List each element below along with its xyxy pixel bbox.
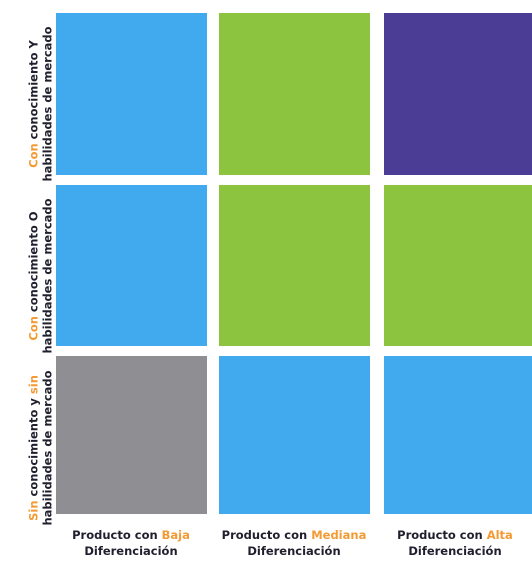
row-label-highlight: Con	[26, 316, 41, 341]
matrix-cell-r2-c3	[384, 185, 532, 346]
column-label-3: Producto con Alta Diferenciación	[370, 527, 532, 559]
row-label-highlight: Sin	[26, 500, 41, 521]
row-label-line2: habilidades de mercado	[40, 198, 55, 354]
column-label-2: Producto con Mediana Diferenciación	[209, 527, 379, 559]
row-label-line2: habilidades de mercado	[40, 370, 55, 526]
row-label-highlight: Con	[26, 143, 41, 168]
matrix-cell-r1-c2	[219, 13, 370, 175]
row-label-highlight-suffix: sin	[26, 375, 41, 395]
column-label-line2: Diferenciación	[84, 544, 178, 558]
matrix-cell-r3-c1	[56, 356, 207, 514]
row-label-text: conocimiento y	[26, 394, 41, 501]
column-label-highlight: Alta	[486, 528, 513, 542]
row-label-text: conocimiento O	[26, 211, 41, 317]
row-label-text: conocimiento Y	[26, 40, 41, 144]
matrix-cell-r3-c2	[219, 356, 370, 514]
matrix-cell-r2-c1	[56, 185, 207, 346]
matrix-cell-r1-c3	[384, 13, 532, 175]
column-label-highlight: Baja	[161, 528, 190, 542]
column-label-prefix: Producto con	[72, 528, 162, 542]
column-label-line2: Diferenciación	[247, 544, 341, 558]
row-label-3: Sin conocimiento y sin habilidades de me…	[27, 367, 55, 530]
row-label-1: Con conocimiento Y habilidades de mercad…	[27, 23, 55, 186]
matrix-cell-r3-c3	[384, 356, 532, 514]
column-label-prefix: Producto con	[221, 528, 312, 542]
matrix-cell-r1-c1	[56, 13, 207, 175]
matrix-cell-r2-c2	[219, 185, 370, 346]
row-label-line2: habilidades de mercado	[40, 26, 55, 182]
column-label-highlight: Mediana	[311, 528, 367, 542]
column-label-line2: Diferenciación	[408, 544, 502, 558]
row-label-2: Con conocimiento O habilidades de mercad…	[27, 195, 55, 358]
column-label-1: Producto con Baja Diferenciación	[46, 527, 216, 559]
column-label-prefix: Producto con	[397, 528, 487, 542]
